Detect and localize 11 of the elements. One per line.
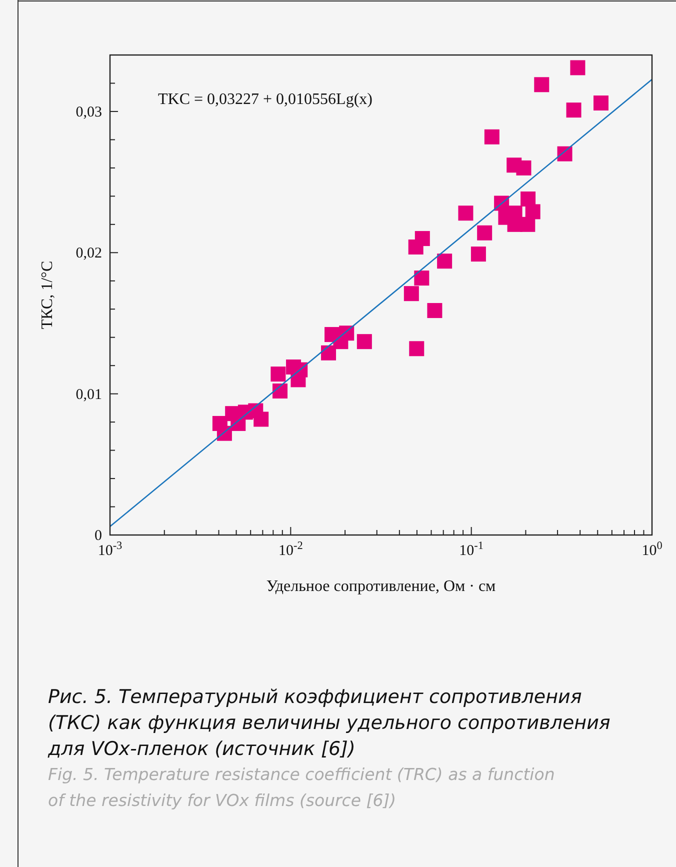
- annotation: TKC = 0,03227 + 0,010556Lg(x): [158, 91, 372, 108]
- y-tick-label: 0,02: [76, 246, 102, 262]
- y-tick-label: 0,03: [76, 104, 102, 120]
- text: Рис. 5. Температурный коэффициент сопротивления (ТКС) как функция величины удельного сопротивления для VOx-пленок (источник [6]): [47, 686, 610, 760]
- y-tick-label: 0,01: [76, 386, 102, 403]
- x-tick-label: 10$^{-1}$: [459, 540, 484, 559]
- x-tick-label: 10$^{-2}$: [278, 540, 303, 559]
- y-axis-title: ТКС, 1/°С: [39, 260, 56, 330]
- x-tick-label: 10$^{0}$: [642, 540, 663, 559]
- caption: Fig. 5. Temperature resistance coefficient (TRC) as a function of the resistivity for VOx films (source [6]): [48, 765, 555, 810]
- x-axis-title: Удельное сопротивление, Ом · см: [266, 578, 496, 595]
